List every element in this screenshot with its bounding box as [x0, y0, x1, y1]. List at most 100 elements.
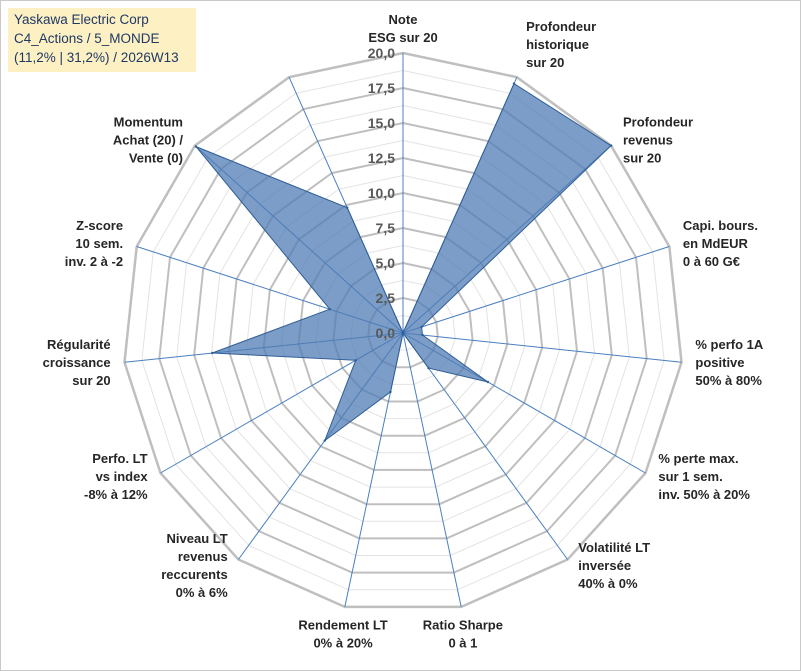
data-point [328, 308, 331, 311]
minor-gridline [211, 139, 595, 522]
axis-label-line: Z-score [76, 218, 123, 233]
title-stats: (11,2% | 31,2%) / 2026W13 [14, 50, 179, 65]
axis-label-line: Capi. bours. [683, 218, 758, 233]
tick-label: 2,5 [376, 290, 396, 306]
axis-label-line: sur 20 [623, 150, 661, 165]
major-gridline [123, 51, 683, 609]
axis-label: Volatilité LT inversée 40% à 0% [578, 540, 650, 591]
data-point [401, 331, 405, 335]
axis-label-line: Achat (20) / [113, 132, 183, 147]
axis-label-line: Niveau LT [167, 531, 228, 546]
axis-label-line: croissance [43, 355, 111, 370]
axis-label-line: Profondeur [526, 19, 596, 34]
axis-label-line: Volatilité LT [578, 540, 650, 555]
tick-label: 15,0 [368, 115, 395, 131]
minor-gridline [280, 209, 526, 454]
axis-label: Rendement LT 0% à 20% [298, 618, 387, 651]
major-gridline [262, 191, 544, 471]
axis-label-line: % perte max. [658, 451, 738, 466]
radial-tick-labels: 0,0 2,5 5,0 7,5 10,0 12,5 15,0 17,5 20,0 [368, 45, 395, 341]
data-point [194, 145, 198, 148]
data-point [354, 359, 357, 362]
axis-label-line: inv. 50% à 20% [658, 487, 750, 502]
axis-label-line: -8% à 12% [84, 487, 148, 502]
axis-label-line: 40% à 0% [578, 576, 638, 591]
title-company: Yaskawa Electric Corp [14, 12, 149, 27]
chart-title-box: Yaskawa Electric Corp C4_Actions / 5_MON… [8, 8, 196, 72]
axis-label: Régularité croissance sur 20 [43, 337, 111, 388]
axis-label-line: Rendement LT [298, 618, 387, 633]
axis-label-line: 0 à 1 [448, 636, 477, 651]
axis-label-line: Note [389, 12, 418, 27]
axis-label-line: reccurents [161, 567, 227, 582]
axis-label-line: Perfo. LT [92, 451, 147, 466]
axis-label: Profondeur historique sur 20 [526, 19, 596, 70]
major-gridline [158, 86, 648, 574]
minor-gridline [176, 104, 630, 556]
series-area [194, 82, 613, 443]
data-point [421, 333, 424, 337]
tick-label: 20,0 [368, 45, 395, 61]
axis-label-line: ESG sur 20 [368, 30, 437, 45]
axis-spoke [402, 332, 462, 608]
axis-label-line: Vente (0) [129, 150, 183, 165]
axis-label-line: % perfo 1A [695, 337, 764, 352]
axis-label-line: sur 20 [526, 55, 564, 70]
axis-label-line: 50% à 80% [695, 373, 762, 388]
data-point [427, 366, 430, 370]
axis-label-line: Profondeur [623, 114, 693, 129]
axis-label: % perfo 1A positive 50% à 80% [695, 337, 764, 388]
axis-label-line: Momentum [114, 114, 183, 129]
minor-gridline [245, 174, 561, 488]
tick-label: 5,0 [376, 255, 396, 271]
minor-gridline [141, 69, 665, 591]
data-point [389, 390, 392, 394]
axis-label-line: revenus [178, 549, 228, 564]
data-point [211, 351, 214, 355]
axis-label-line: sur 1 sem. [658, 469, 722, 484]
axis-label: Profondeur revenus sur 20 [623, 114, 693, 165]
axis-label: Z-score 10 sem. inv. 2 à -2 [65, 218, 123, 269]
axis-label: Niveau LT revenus reccurents 0% à 6% [161, 531, 228, 600]
data-point [323, 439, 326, 442]
data-point [609, 144, 613, 147]
title-category: C4_Actions / 5_MONDE [14, 31, 160, 46]
axis-label-line: sur 20 [72, 373, 110, 388]
axis-label: % perte max. sur 1 sem. inv. 50% à 20% [658, 451, 750, 502]
data-point [420, 325, 423, 329]
axis-spoke [402, 246, 670, 334]
axis-label-line: inversée [578, 558, 631, 573]
axis-spoke [402, 332, 682, 363]
data-point [346, 206, 349, 209]
major-gridline [227, 156, 579, 506]
axis-label: Capi. bours. en MdEUR 0 à 60 G€ [683, 218, 758, 269]
tick-label: 10,0 [368, 185, 395, 201]
axis-label-line: positive [695, 355, 744, 370]
axis-label-line: en MdEUR [683, 236, 749, 251]
series-polygon [195, 82, 612, 443]
axis-label-line: 0% à 6% [176, 585, 228, 600]
tick-label: 12,5 [368, 150, 395, 166]
data-point [486, 380, 490, 384]
axis-label: Momentum Achat (20) / Vente (0) [113, 114, 183, 165]
axis-label-line: inv. 2 à -2 [65, 254, 123, 269]
axis-label: Note ESG sur 20 [368, 12, 437, 45]
axis-label-line: 0 à 60 G€ [683, 254, 740, 269]
axis-spoke [402, 332, 569, 560]
axis-label: Perfo. LT vs index -8% à 12% [84, 451, 148, 502]
tick-label: 7,5 [376, 220, 396, 236]
axis-label-line: Ratio Sharpe [423, 618, 503, 633]
axis-label: Ratio Sharpe 0 à 1 [423, 618, 503, 651]
tick-label: 0,0 [376, 325, 396, 341]
axis-label-line: revenus [623, 132, 673, 147]
axis-label-line: vs index [96, 469, 149, 484]
major-gridline [193, 121, 613, 540]
axis-label-line: Régularité [47, 337, 111, 352]
tick-label: 17,5 [368, 80, 395, 96]
axis-label-line: 0% à 20% [313, 636, 373, 651]
axis-labels: Note ESG sur 20 Profondeur historique sur 20… [43, 12, 764, 651]
data-point [512, 82, 516, 85]
axis-label-line: historique [526, 37, 589, 52]
axis-label-line: 10 sem. [75, 236, 123, 251]
